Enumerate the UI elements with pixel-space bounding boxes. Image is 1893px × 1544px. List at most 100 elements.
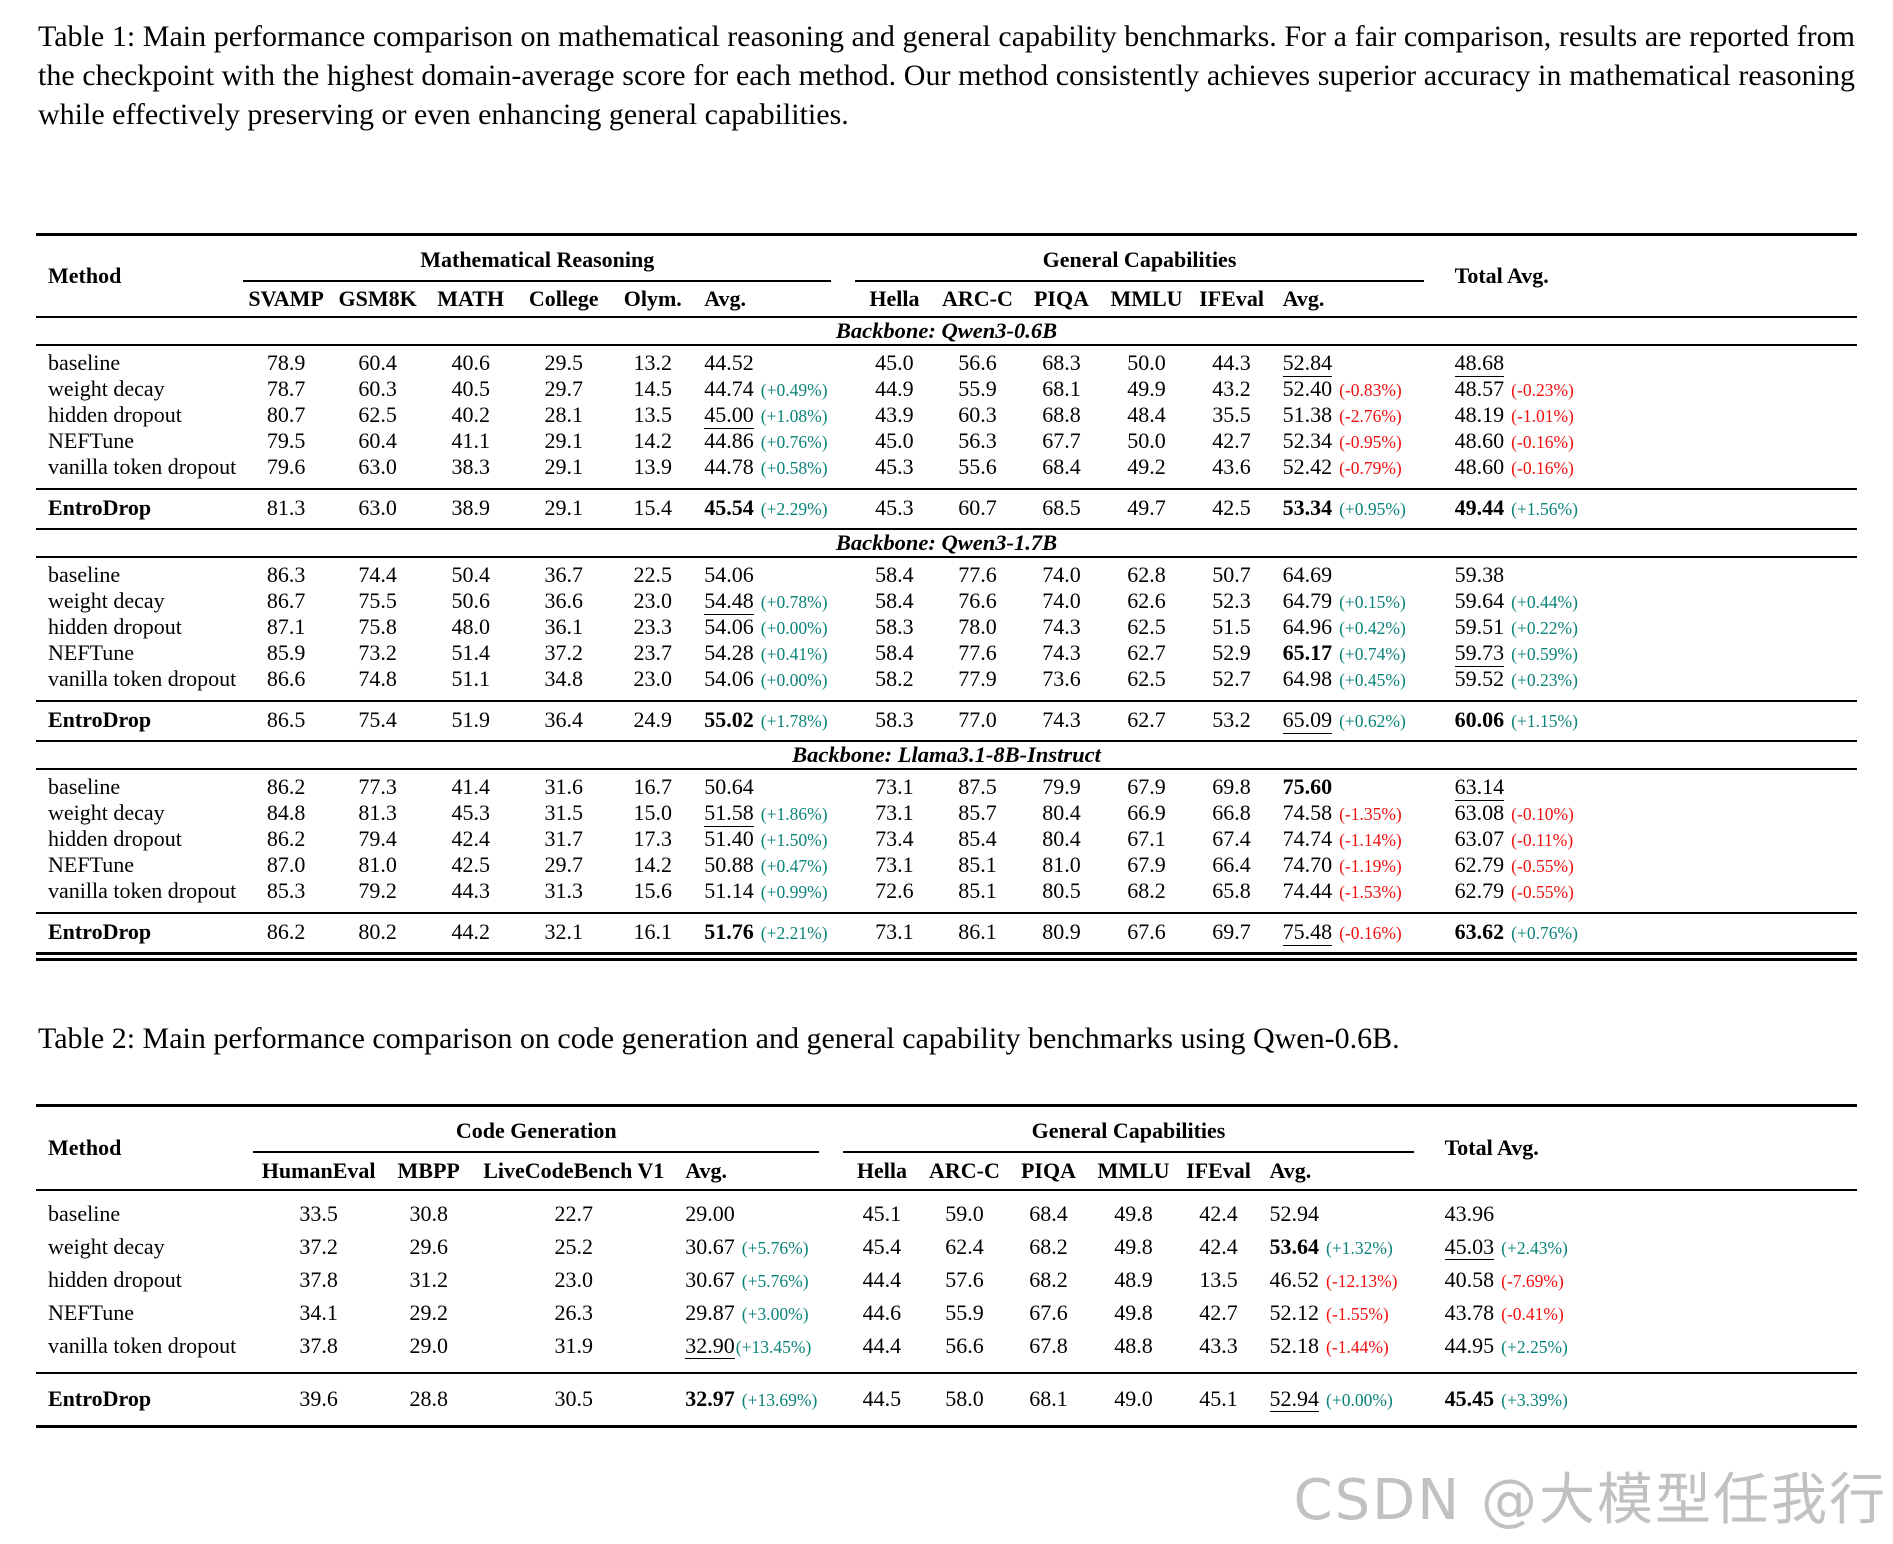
table-header: Method Mathematical Reasoning General Capa… <box>36 235 1857 317</box>
value-cell: 80.7 <box>266 402 306 427</box>
value-cell: 43.9 <box>875 402 914 427</box>
value-cell: 66.8 <box>1212 800 1251 825</box>
delta-percent: (+13.69%) <box>741 1389 818 1410</box>
value-cell: 86.2 <box>266 826 306 851</box>
header-row-benchmarks: SVAMP GSM8K MATH College Olym. Avg. Hella ARC-C… <box>36 282 1857 317</box>
value-cell: 14.2 <box>633 428 673 453</box>
value-cell: 45.3 <box>875 495 914 520</box>
table1-wrapper: Method Mathematical Reasoning General Capa… <box>36 233 1893 961</box>
value-cell: 68.4 <box>1042 454 1081 479</box>
score-value: 32.90 <box>685 1332 735 1359</box>
value-cell: 13.5 <box>633 402 673 427</box>
score-value: 75.60 <box>1282 774 1333 799</box>
value-cell: 45.54 (+2.29%) <box>695 489 853 529</box>
score-value: 59.64 <box>1454 588 1505 613</box>
score-value: 52.94 <box>1269 1385 1320 1412</box>
value-cell: 33.5 <box>299 1200 338 1226</box>
backbone-label: Backbone: Llama3.1-8B-Instruct <box>792 742 1101 767</box>
data-row: vanilla token dropout 86.6 74.8 51.1 34.8 23.… <box>36 666 1857 701</box>
column-header: IFEval <box>1199 286 1264 311</box>
score-value: 51.76 <box>704 919 754 944</box>
delta-percent: (+2.29%) <box>760 499 828 519</box>
value-cell: 55.9 <box>945 1299 984 1325</box>
value-cell: 44.3 <box>1212 350 1251 375</box>
delta-percent: (+0.99%) <box>760 882 828 902</box>
delta-percent: (-7.69%) <box>1501 1270 1564 1291</box>
score-value: 52.34 <box>1282 428 1333 453</box>
value-cell: 45.3 <box>875 454 914 479</box>
score-value: 48.19 <box>1454 402 1505 427</box>
value-cell: 87.1 <box>266 614 306 639</box>
value-cell: 29.1 <box>544 495 583 520</box>
value-cell: 68.8 <box>1042 402 1081 427</box>
value-cell: 77.6 <box>958 562 997 587</box>
value-cell: 74.70 (-1.19%) <box>1274 852 1446 878</box>
value-cell: 52.94 (+0.00%) <box>1261 1373 1436 1427</box>
value-cell: 42.5 <box>451 852 490 877</box>
delta-percent: (-1.14%) <box>1339 830 1402 850</box>
value-cell: 52.42 (-0.79%) <box>1274 454 1446 489</box>
value-cell: 29.1 <box>544 454 583 479</box>
value-cell: 52.7 <box>1212 666 1251 691</box>
value-cell: 68.1 <box>1029 1385 1068 1411</box>
delta-percent: (-0.83%) <box>1339 380 1402 400</box>
value-cell: 73.1 <box>875 852 914 877</box>
value-cell: 74.3 <box>1042 640 1081 665</box>
value-cell: 72.6 <box>875 878 914 903</box>
delta-percent: (-0.16%) <box>1511 432 1574 452</box>
value-cell: 58.3 <box>875 614 914 639</box>
value-cell: 64.79 (+0.15%) <box>1274 588 1446 614</box>
value-cell: 74.58 (-1.35%) <box>1274 800 1446 826</box>
score-value: 51.58 <box>704 800 754 827</box>
method-cell: EntroDrop <box>48 1385 152 1411</box>
value-cell: 80.5 <box>1042 878 1081 903</box>
value-cell: 40.58 (-7.69%) <box>1436 1263 1857 1296</box>
value-cell: 23.3 <box>633 614 673 639</box>
value-cell: 68.2 <box>1029 1266 1068 1292</box>
delta-percent: (+0.76%) <box>760 432 828 452</box>
value-cell: 86.7 <box>266 588 306 613</box>
value-cell: 43.2 <box>1212 376 1251 401</box>
value-cell: 49.9 <box>1127 376 1166 401</box>
value-cell: 44.3 <box>451 878 490 903</box>
column-header: MMLU <box>1097 1158 1170 1183</box>
value-cell: 58.3 <box>875 707 914 732</box>
delta-percent: (-0.79%) <box>1339 458 1402 478</box>
value-cell: 63.62 (+0.76%) <box>1446 913 1857 957</box>
value-cell: 43.6 <box>1212 454 1251 479</box>
value-cell: 53.2 <box>1212 707 1251 732</box>
value-cell: 29.7 <box>544 852 583 877</box>
value-cell: 43.78 (-0.41%) <box>1436 1296 1857 1329</box>
value-cell: 40.5 <box>451 376 490 401</box>
value-cell: 65.09 (+0.62%) <box>1274 701 1446 741</box>
value-cell: 50.64 <box>695 769 853 800</box>
value-cell: 50.88 (+0.47%) <box>695 852 853 878</box>
backbone-row: Backbone: Llama3.1-8B-Instruct <box>36 741 1857 769</box>
backbone-label: Backbone: Qwen3-0.6B <box>835 318 1058 343</box>
value-cell: 23.7 <box>633 640 673 665</box>
value-cell: 75.8 <box>358 614 397 639</box>
column-header: MBPP <box>397 1158 460 1183</box>
value-cell: 67.8 <box>1029 1332 1068 1358</box>
score-value: 51.40 <box>704 826 754 851</box>
delta-percent: (-0.95%) <box>1339 432 1402 452</box>
method-cell: baseline <box>48 1200 121 1226</box>
delta-percent: (+1.15%) <box>1511 711 1578 731</box>
value-cell: 49.0 <box>1114 1385 1153 1411</box>
value-cell: 77.6 <box>958 640 997 665</box>
header-row-groups: Method Code Generation General Capabilitie… <box>36 1106 1857 1160</box>
score-value: 74.70 <box>1282 852 1333 877</box>
value-cell: 56.6 <box>958 350 997 375</box>
method-cell: NEFTune <box>48 428 134 453</box>
value-cell: 57.6 <box>945 1266 984 1292</box>
header-row-benchmarks: HumanEval MBPP LiveCodeBench V1 Avg. Hella AR… <box>36 1153 1857 1190</box>
value-cell: 87.5 <box>958 774 997 799</box>
value-cell: 79.2 <box>358 878 397 903</box>
score-value: 63.07 <box>1454 826 1505 851</box>
column-header-method: Method <box>48 1135 122 1160</box>
score-value: 45.00 <box>704 402 754 429</box>
value-cell: 51.76 (+2.21%) <box>695 913 853 957</box>
data-row: NEFTune 34.1 29.2 26.3 29.87 (+3.00%) 44.6 55.9… <box>36 1296 1857 1329</box>
value-cell: 23.0 <box>554 1266 594 1292</box>
table2-caption: Table 2: Main performance comparison on … <box>38 1022 1400 1055</box>
